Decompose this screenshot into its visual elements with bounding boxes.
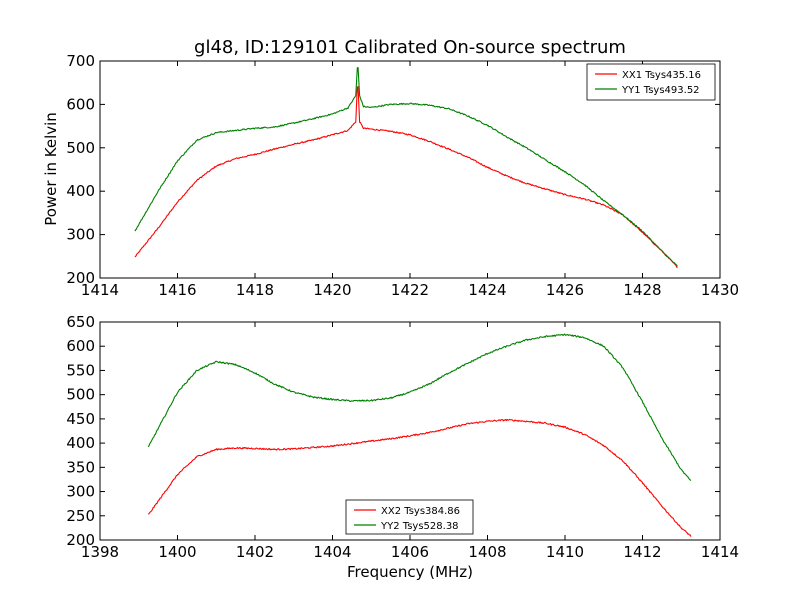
legend-label: XX1 Tsys435.16 [622,70,701,81]
x-tick-label: 1416 [158,281,196,299]
y-tick-label: 350 [66,458,95,476]
x-tick-label: 1400 [158,543,196,561]
legend: XX1 Tsys435.16 YY1 Tsys493.52 [586,63,716,101]
figure-title: gl48, ID:129101 Calibrated On-source spe… [194,37,626,58]
y-axis-title: Power in Kelvin [42,112,60,226]
legend-label: XX2 Tsys384.86 [381,506,460,517]
x-tick-label: 1404 [313,543,351,561]
y-tick-label: 300 [66,483,95,501]
x-tick-label: 1418 [236,281,274,299]
legend: XX2 Tsys384.86 YY2 Tsys528.38 [345,499,474,535]
y-tick-label: 400 [66,434,95,452]
y-tick-label: 300 [66,226,95,244]
bottom-plot: 1398 1400 1402 1404 1406 1408 1410 1412 1414 200 2… [66,313,739,561]
x-tick-label: 1412 [623,543,661,561]
x-tick-label: 1414 [81,281,119,299]
y-tick-label: 600 [66,95,95,113]
x-axis-title: Frequency (MHz) [347,563,473,581]
x-tick-label: 1426 [546,281,584,299]
y-tick-label: 500 [66,386,95,404]
series-line-2-1 [148,418,692,537]
x-tick-label: 1428 [623,281,661,299]
x-tick-label: 1420 [313,281,351,299]
top-plot: 1414 1416 1418 1420 1422 1424 1426 1428 1430 200 3… [66,52,739,299]
y-tick-label: 200 [66,269,95,287]
y-tick-label: 500 [66,139,95,157]
x-tick-label: 1422 [391,281,429,299]
legend-label: YY2 Tsys528.38 [380,521,459,532]
x-tick-label: 1414 [701,543,739,561]
y-tick-label: 550 [66,361,95,379]
legend-label: YY1 Tsys493.52 [621,85,700,96]
y-tick-label: 450 [66,410,95,428]
legend-box [345,499,474,535]
x-tick-label: 1398 [81,543,119,561]
x-tick-label: 1402 [236,543,274,561]
y-tick-label: 400 [66,182,95,200]
y-tick-label: 600 [66,337,95,355]
x-tick-label: 1406 [391,543,429,561]
x-tick-label: 1424 [468,281,506,299]
series-line-2-2 [147,333,692,482]
series-line-1-2 [134,67,678,267]
y-tick-label: 200 [66,531,95,549]
series-line-1-1 [134,86,678,269]
x-tick-label: 1408 [468,543,506,561]
x-tick-label: 1430 [701,281,739,299]
y-tick-label: 250 [66,507,95,525]
y-tick-label: 700 [66,52,95,70]
legend-box [586,63,716,101]
y-tick-label: 650 [66,313,95,331]
x-tick-label: 1410 [546,543,584,561]
